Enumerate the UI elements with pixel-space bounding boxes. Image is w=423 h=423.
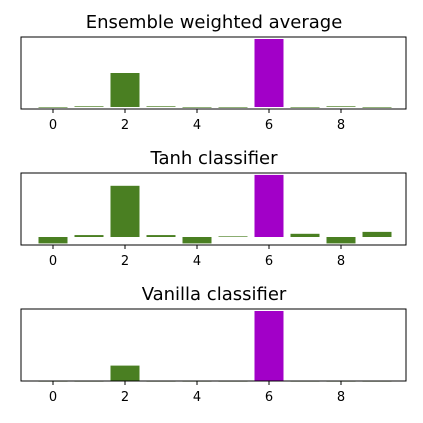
bar-7	[290, 107, 320, 108]
bar-1	[74, 235, 104, 237]
bar-2	[110, 365, 140, 381]
x-tick-label: 4	[193, 390, 201, 405]
bar-5	[218, 236, 248, 237]
plot-frame	[20, 36, 407, 110]
bar-9	[362, 231, 392, 237]
plot-frame	[20, 172, 407, 246]
x-axis: 0 2 4 6 8	[49, 109, 345, 133]
panel-title: Tanh classifier	[149, 148, 278, 169]
bar-2	[110, 185, 140, 237]
x-tick-label: 6	[265, 118, 273, 133]
bar-3	[146, 235, 176, 237]
x-tick-label: 4	[193, 118, 201, 133]
bar-8	[326, 237, 356, 244]
bar-1	[74, 106, 104, 107]
panel-tanh: Tanh classifier 0 2 4 6 8	[20, 148, 407, 269]
bar-6	[254, 174, 284, 237]
panel-ensemble: Ensemble weighted average 0 2 4 6 8	[20, 12, 407, 133]
x-tick-label: 6	[265, 254, 273, 269]
plot-frame	[20, 308, 407, 382]
x-tick-label: 8	[337, 390, 345, 405]
x-tick-label: 0	[49, 390, 57, 405]
bar-group	[38, 311, 392, 382]
bar-4	[182, 237, 212, 244]
bar-6	[254, 39, 284, 107]
bar-6	[254, 311, 284, 381]
x-axis: 0 2 4 6 8	[49, 381, 345, 405]
panel-title: Vanilla classifier	[142, 284, 287, 305]
bar-0	[38, 107, 68, 108]
x-tick-label: 4	[193, 254, 201, 269]
bar-5	[218, 107, 248, 108]
x-tick-label: 8	[337, 254, 345, 269]
bar-2	[110, 73, 140, 107]
bar-8	[326, 106, 356, 107]
bar-group	[38, 39, 392, 108]
x-tick-label: 2	[121, 254, 129, 269]
x-tick-label: 6	[265, 390, 273, 405]
x-tick-label: 0	[49, 118, 57, 133]
x-tick-label: 0	[49, 254, 57, 269]
x-tick-label: 2	[121, 118, 129, 133]
x-tick-label: 8	[337, 118, 345, 133]
bar-3	[146, 106, 176, 107]
bar-9	[362, 107, 392, 108]
bar-0	[38, 237, 68, 244]
x-tick-label: 2	[121, 390, 129, 405]
x-axis: 0 2 4 6 8	[49, 245, 345, 269]
bar-group	[38, 174, 392, 244]
panel-title: Ensemble weighted average	[86, 12, 343, 33]
bar-4	[182, 107, 212, 108]
bar-7	[290, 233, 320, 237]
panel-vanilla: Vanilla classifier 0 2 4 6 8	[20, 284, 407, 405]
